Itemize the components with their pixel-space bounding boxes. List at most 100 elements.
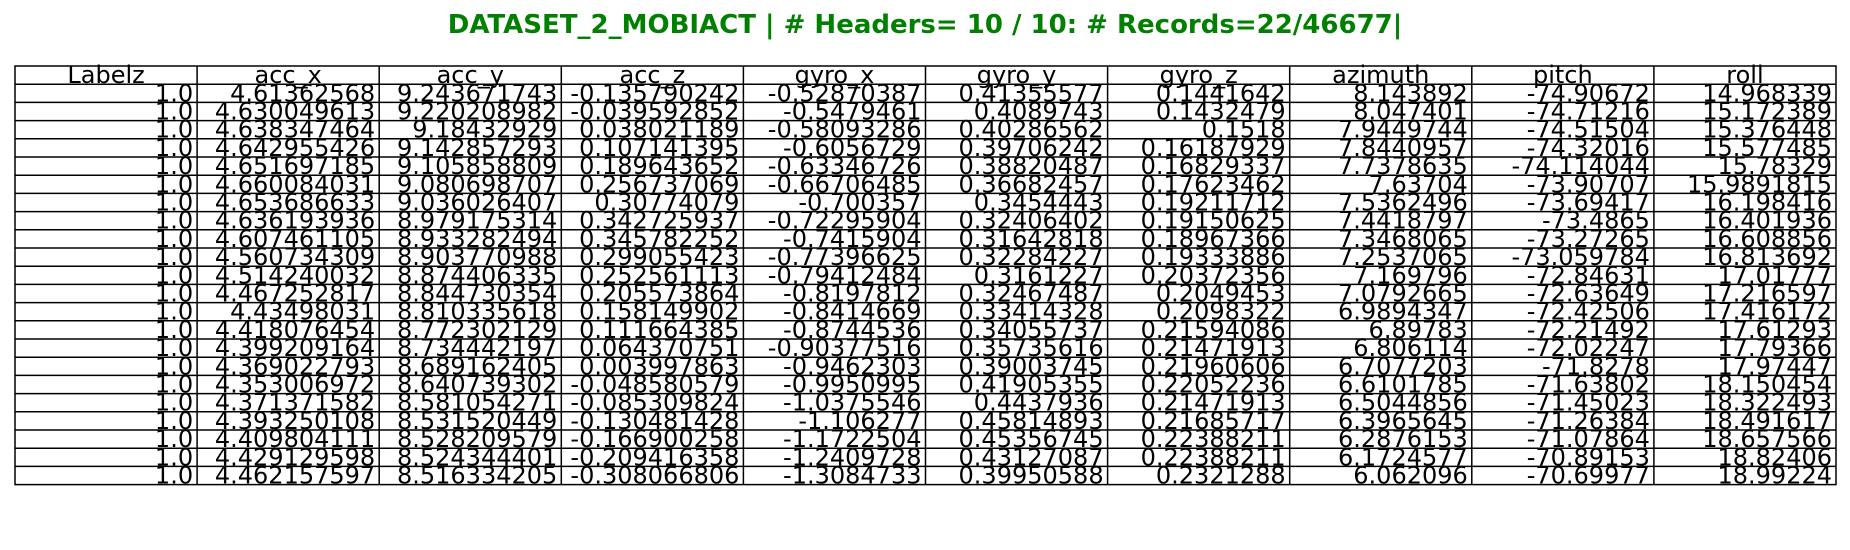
table-cell: 0.16187929 [1141,134,1286,162]
table-cell: -1.106277 [798,407,921,435]
table-cell: 9.105858809 [397,152,557,180]
table-cell: 1.0 [155,98,193,126]
table-cell: 1.0 [155,298,193,326]
table-cell: 17.61293 [1717,316,1832,344]
table-cell: 0.20372356 [1141,261,1286,289]
table-cell: 0.30774079 [594,189,739,217]
table-cell: 16.813692 [1702,243,1832,271]
table-cell: -74.51504 [1527,116,1650,144]
table-row: 1.0 4.399209164 8.734442197 0.064370751 -0.9… [155,334,1832,362]
table-cell: 4.399209164 [215,334,375,362]
table-cell: 1.0 [155,316,193,344]
table-cell: 1.0 [155,134,193,162]
table-cell: -0.308066806 [570,462,739,490]
table-cell: 0.256737069 [579,170,739,198]
table-cell: 16.608856 [1702,225,1832,253]
table-cell: -0.9950995 [783,371,921,399]
table-cell: 0.33414328 [959,298,1104,326]
table-cell: -0.90377516 [768,334,922,362]
table-cell: 8.524344401 [397,443,557,471]
table-cell: 1.0 [155,280,193,308]
table-cell: 7.2537065 [1338,243,1468,271]
table-cell: 15.78329 [1717,152,1832,180]
table-cell: -73.4865 [1542,207,1650,235]
table-row: 1.0 4.651697185 9.105858809 0.189643652 -0.6… [155,152,1832,180]
table-cell: -0.9462303 [783,352,921,380]
table-cell: 1.0 [155,116,193,144]
table-cell: -0.8744536 [783,316,921,344]
table-cell: 1.0 [155,243,193,271]
table-cell: -0.79412484 [768,261,922,289]
table-cell: 0.32467487 [959,280,1104,308]
table-cell: -0.72295904 [768,207,922,235]
table-cell: -73.059784 [1511,243,1649,271]
table-cell: 0.1432479 [1156,98,1286,126]
table-cell: -0.77396625 [768,243,922,271]
table-cell: 0.31642818 [959,225,1104,253]
table-cell: 8.734442197 [397,334,557,362]
table-cell: 8.903770988 [397,243,557,271]
table-cell: 4.369022793 [215,352,375,380]
table-cell: 1.0 [155,334,193,362]
table-cell: 0.205573864 [579,280,739,308]
table-row: 1.0 4.607461105 8.933282494 0.345782252 -0.7… [155,225,1832,253]
table-cell: 1.0 [155,407,193,435]
table-cell: 0.158149902 [579,298,739,326]
table-cell: 1.0 [155,79,193,107]
table-cell: 6.1724577 [1338,443,1468,471]
table-cell: 0.19333886 [1141,243,1286,271]
table-cell: 8.772302129 [397,316,557,344]
table-cell: 18.491617 [1702,407,1832,435]
table-cell: 8.874406335 [397,261,557,289]
column-header: pitch [1533,61,1593,89]
table-cell: 0.32284227 [959,243,1104,271]
table-cell: -73.69417 [1527,189,1650,217]
table-cell: -0.8197812 [783,280,921,308]
table-cell: 0.41355577 [959,79,1104,107]
table-cell: 6.7077203 [1338,352,1468,380]
column-header: gyro_y [977,61,1057,89]
table-cell: -0.58093286 [768,116,922,144]
table-cell: 0.2098322 [1156,298,1286,326]
table-cell: 0.32406402 [959,207,1104,235]
table-cell: 0.111664385 [579,316,739,344]
table-cell: 0.21685717 [1141,407,1286,435]
table-cell: 4.651697185 [215,152,375,180]
table-row: 1.0 4.462157597 8.516334205 -0.308066806 -1.… [155,462,1832,490]
table-cell: 0.1441642 [1156,79,1286,107]
table-cell: 7.5362496 [1338,189,1468,217]
table-cell: 4.429129598 [215,443,375,471]
table-cell: -0.130481428 [570,407,739,435]
table-cell: 1.0 [155,425,193,453]
table-cell: 15.172389 [1702,98,1832,126]
table-cell: 1.0 [155,207,193,235]
table-cell: 4.653686633 [215,189,375,217]
column-header: gyro_x [795,61,875,89]
table-cell: 8.979175314 [397,207,557,235]
table-cell: 16.401936 [1702,207,1832,235]
table-cell: 0.252561113 [579,261,739,289]
table-cell: -0.166900258 [570,425,739,453]
column-header: roll [1726,61,1763,89]
table-cell: 9.243671743 [397,79,557,107]
table-cell: 0.16829337 [1141,152,1286,180]
table-cell: 0.064370751 [579,334,739,362]
table-cell: 0.35735616 [959,334,1104,362]
table-cell: 1.0 [155,152,193,180]
table-cell: 0.038021189 [579,116,739,144]
table-cell: -0.048580579 [570,371,739,399]
table-cell: 17.01777 [1717,261,1832,289]
table-cell: 0.41905355 [959,371,1104,399]
table-cell: 9.220208982 [397,98,557,126]
table-cell: 0.43127087 [959,443,1104,471]
table-cell: 1.0 [155,170,193,198]
table-cell: -1.2409728 [783,443,921,471]
table-cell: 0.39706242 [959,134,1104,162]
table-row: 1.0 4.660084031 9.080698707 0.256737069 -0.6… [155,170,1832,198]
table-cell: -0.7415904 [783,225,921,253]
table-cell: 0.21471913 [1141,389,1286,417]
table-cell: 0.19150625 [1141,207,1286,235]
table-cell: 0.4437936 [974,389,1104,417]
table-cell: 6.806114 [1353,334,1468,362]
